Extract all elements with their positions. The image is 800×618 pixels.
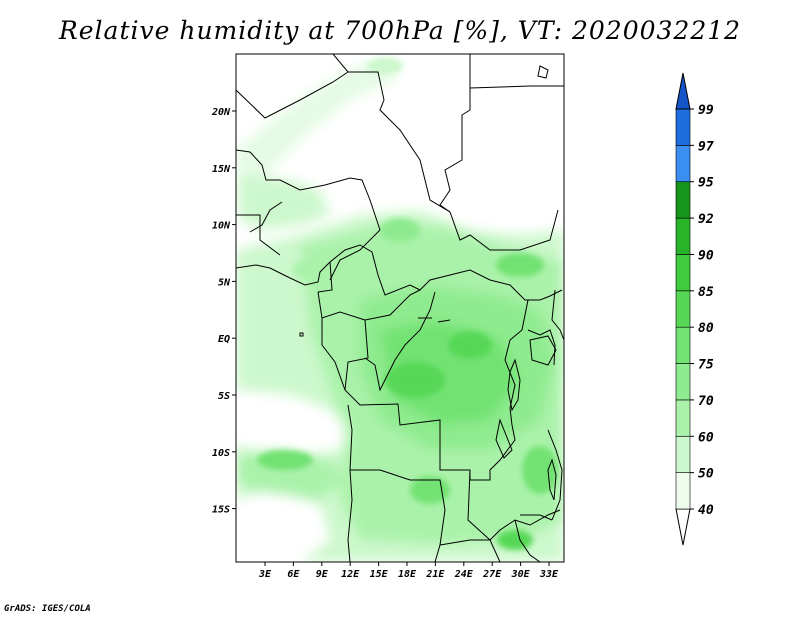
lon-tick-label: 18E [398,569,417,580]
lon-tick-label: 33E [539,569,559,580]
lat-tick-label: 5S [218,391,230,402]
lat-tick-label: 10S [212,448,230,459]
lon-tick-label: 9E [316,569,329,580]
lat-tick-label: 15S [212,505,230,516]
colorbar-segment [675,326,691,364]
lon-tick-label: 12E [341,569,360,580]
colorbar-label: 90 [698,248,714,263]
colorbar-segment [675,254,691,292]
latitude-axis: 20N 15N 10N 5N EQ 5S 10S 15S [211,107,236,516]
lat-tick-label: EQ [218,334,230,345]
colorbar-segment [675,217,691,255]
lat-tick-label: 10N [212,221,231,232]
lon-tick-label: 24E [454,569,474,580]
lon-tick-label: 6E [287,569,300,580]
colorbar-segment [675,363,691,401]
colorbar-segment [675,145,691,183]
colorbar-upper-arrow [675,72,691,110]
grads-credit: GrADS: IGES/COLA [4,604,91,614]
colorbar: 40 50 60 70 75 80 85 90 92 95 97 99 [675,72,714,546]
lon-tick-label: 21E [425,569,445,580]
colorbar-lower-arrow [675,508,691,546]
map-frame [235,53,565,563]
colorbar-label: 97 [698,139,714,154]
lat-tick-label: 20N [211,107,231,118]
lon-tick-label: 27E [482,569,502,580]
colorbar-segment [675,108,691,146]
colorbar-segment [675,399,691,437]
colorbar-label: 95 [698,176,714,191]
lon-tick-label: 15E [370,569,389,580]
colorbar-segment [675,290,691,328]
colorbar-label: 85 [698,285,714,300]
colorbar-label: 60 [698,430,714,445]
colorbar-segment [675,472,691,510]
colorbar-label: 92 [698,212,714,227]
lon-tick-label: 3E [258,569,272,580]
colorbar-segment [675,435,691,473]
colorbar-segment [675,181,691,219]
lat-tick-label: 15N [212,164,231,175]
longitude-axis: 3E 6E 9E 12E 15E 18E 21E 24E 27E 30E 33E [258,562,559,580]
humidity-shading [236,54,564,562]
colorbar-label: 80 [698,321,714,336]
colorbar-label: 99 [698,103,714,118]
colorbar-label: 70 [698,394,714,409]
lon-tick-label: 30E [511,569,531,580]
map-title: Relative humidity at 700hPa [%], VT: 202… [58,16,742,45]
colorbar-label: 50 [698,467,714,482]
country-borders [236,54,564,562]
colorbar-label: 75 [698,358,714,373]
lat-tick-label: 5N [218,277,231,288]
colorbar-label: 40 [698,503,714,518]
